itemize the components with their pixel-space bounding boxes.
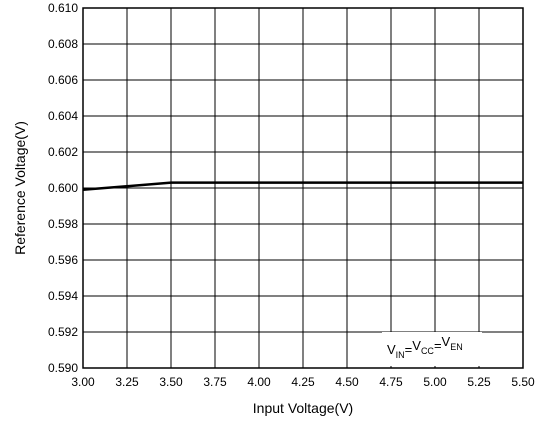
y-tick-label: 0.600 — [48, 181, 78, 195]
y-tick-label: 0.606 — [48, 73, 78, 87]
x-tick-label: 5.25 — [467, 375, 491, 389]
x-tick-label: 4.50 — [335, 375, 359, 389]
annotation-separator: = — [405, 342, 413, 357]
x-tick-label: 4.00 — [247, 375, 271, 389]
annotation-base: V — [442, 334, 451, 349]
annotation-subscript: IN — [396, 350, 405, 360]
plot-frame — [82, 7, 524, 369]
y-tick-label: 0.604 — [48, 109, 78, 123]
y-axis-title: Reference Voltage(V) — [12, 121, 28, 255]
annotation-subscript: EN — [450, 342, 463, 352]
y-tick-label: 0.608 — [48, 37, 78, 51]
y-tick-label: 0.594 — [48, 289, 78, 303]
x-axis-title: Input Voltage(V) — [253, 400, 353, 416]
y-tick-label: 0.596 — [48, 253, 78, 267]
x-tick-label: 5.50 — [511, 375, 535, 389]
annotation-separator: = — [434, 338, 442, 353]
x-tick-label: 5.00 — [423, 375, 447, 389]
y-tick-label: 0.598 — [48, 217, 78, 231]
annotation-base: V — [387, 342, 396, 357]
y-tick-label: 0.602 — [48, 145, 78, 159]
x-tick-label: 3.50 — [159, 375, 183, 389]
x-tick-label: 3.25 — [115, 375, 139, 389]
y-tick-label: 0.592 — [48, 325, 78, 339]
x-tick-label: 4.25 — [291, 375, 315, 389]
annotation-base: V — [412, 338, 421, 353]
x-tick-label: 3.00 — [71, 375, 95, 389]
data-line — [82, 181, 523, 192]
annotation-subscript: CC — [421, 346, 434, 356]
x-tick-label: 3.75 — [203, 375, 227, 389]
x-tick-label: 4.75 — [379, 375, 403, 389]
annotation-box — [382, 332, 482, 366]
y-tick-label: 0.590 — [48, 361, 78, 375]
annotation: VIN=VCC=VEN — [387, 334, 463, 360]
y-tick-label: 0.610 — [48, 1, 78, 15]
